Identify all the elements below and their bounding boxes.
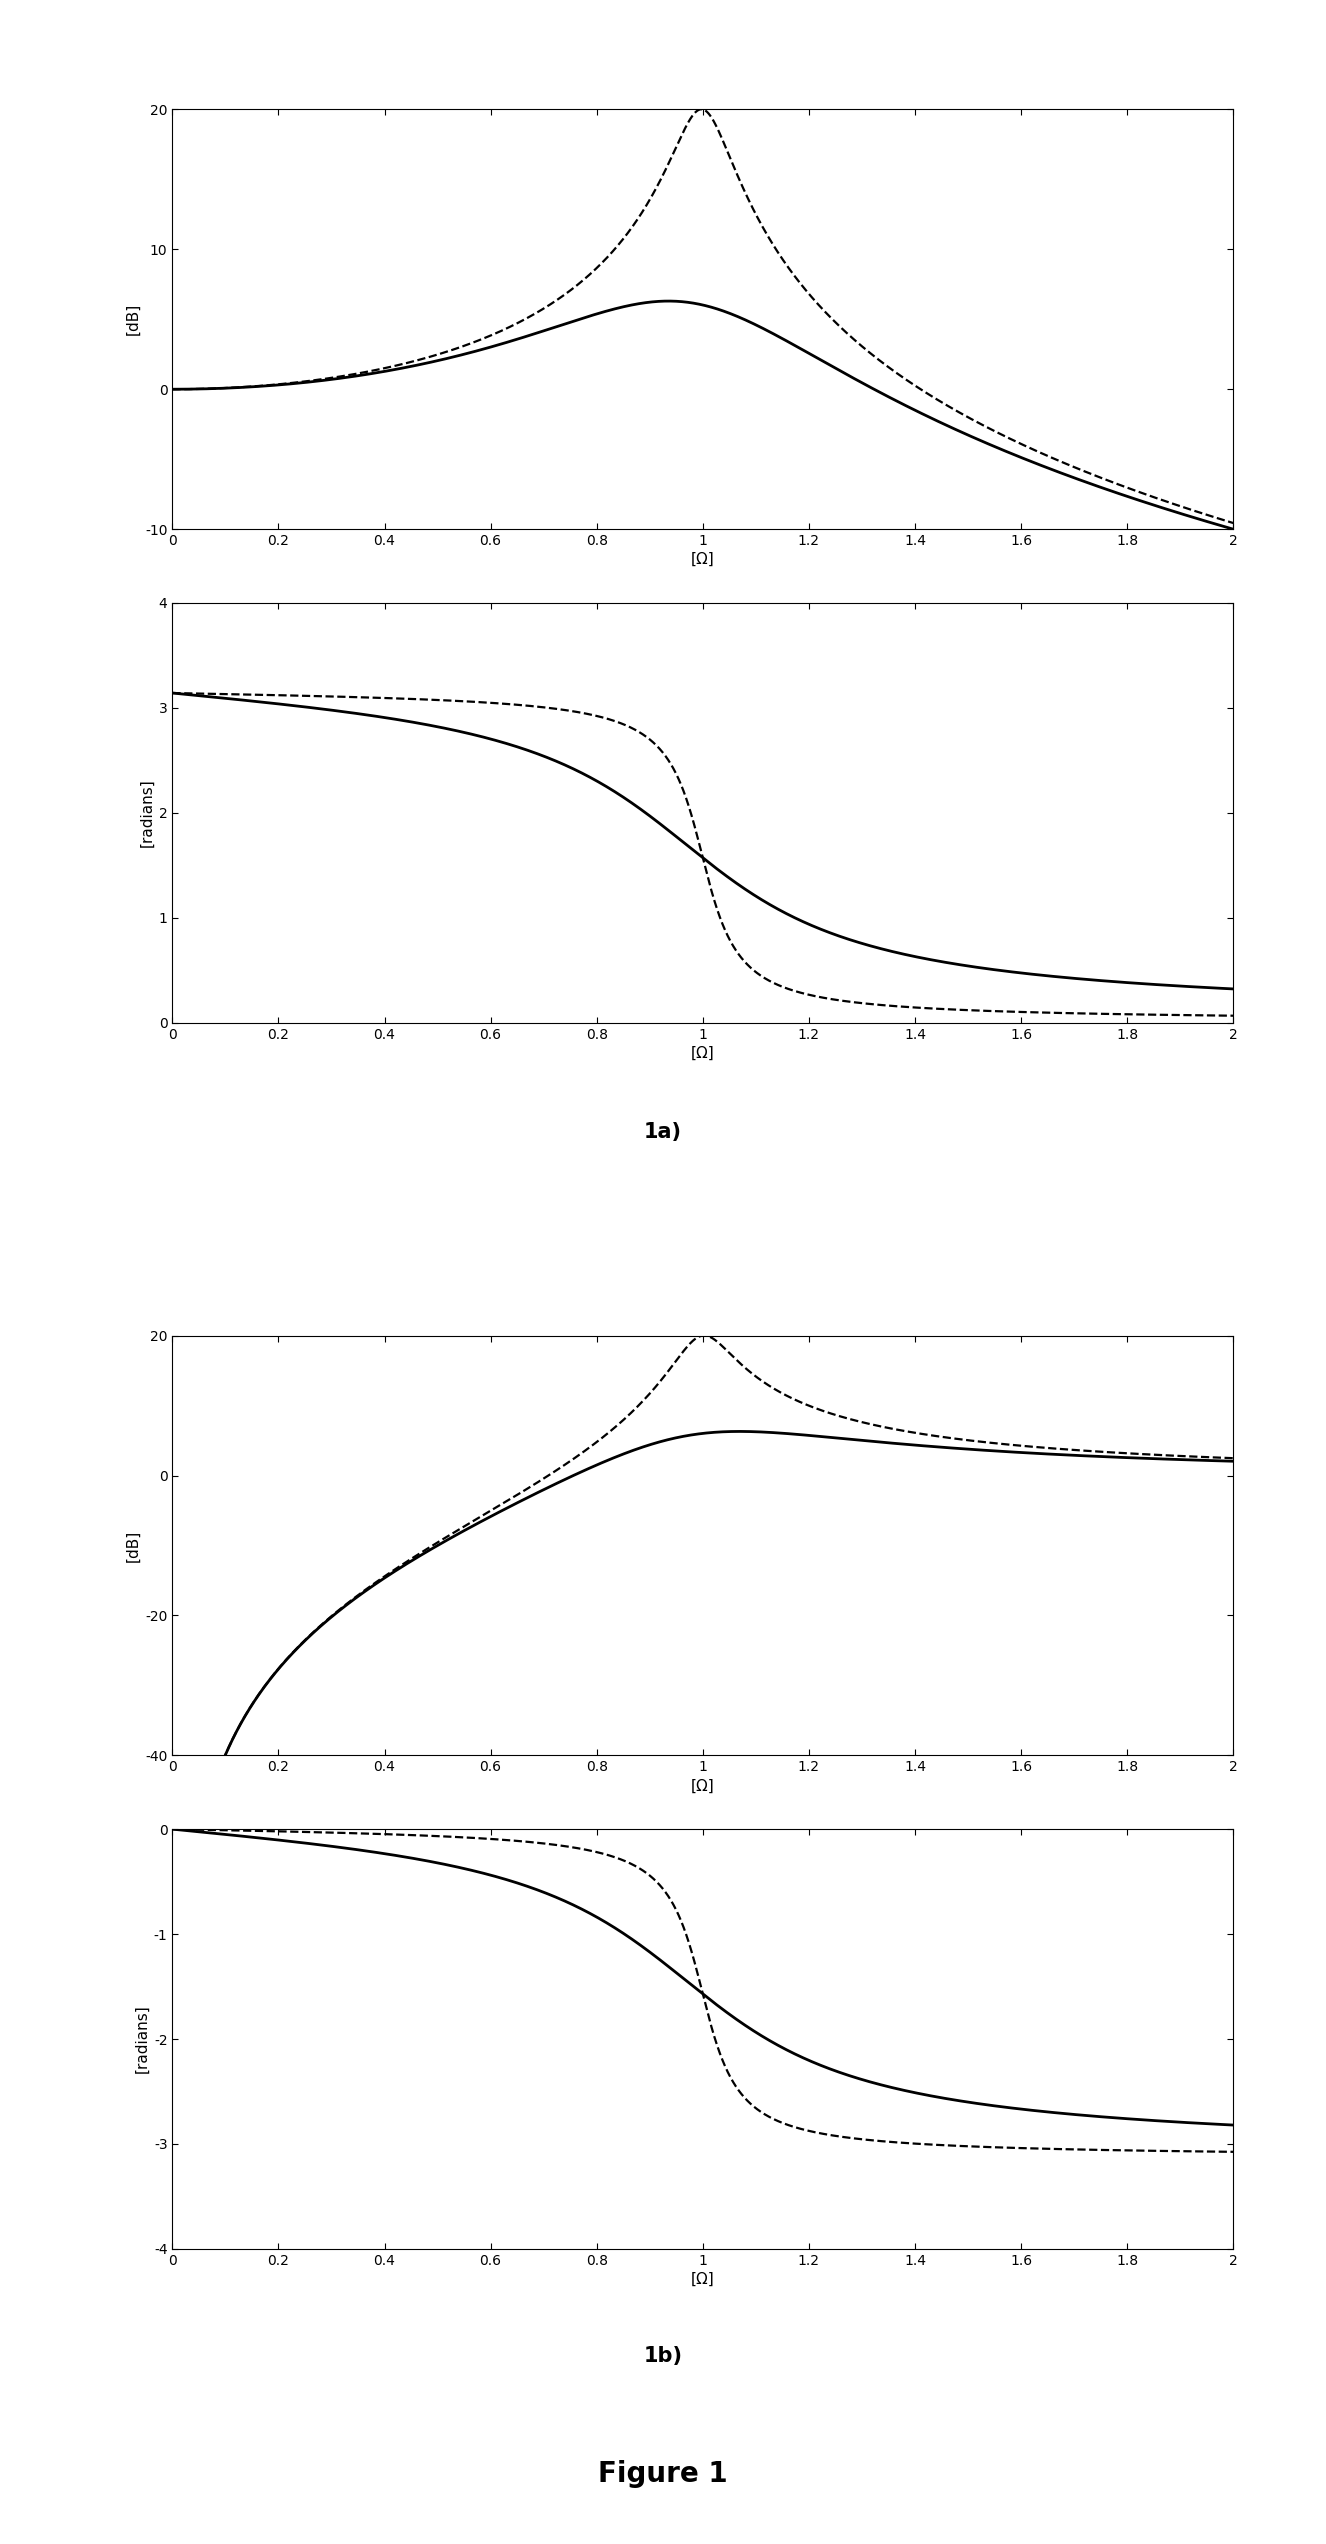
Text: 1a): 1a) (644, 1122, 682, 1142)
Y-axis label: [dB]: [dB] (126, 303, 141, 336)
X-axis label: [Ω]: [Ω] (691, 552, 715, 567)
X-axis label: [Ω]: [Ω] (691, 1778, 715, 1794)
Text: Figure 1: Figure 1 (598, 2460, 728, 2488)
X-axis label: [Ω]: [Ω] (691, 2272, 715, 2287)
Y-axis label: [dB]: [dB] (126, 1529, 141, 1562)
X-axis label: [Ω]: [Ω] (691, 1046, 715, 1061)
Y-axis label: [radians]: [radians] (139, 778, 154, 847)
Y-axis label: [radians]: [radians] (135, 2005, 150, 2073)
Text: 1b): 1b) (643, 2346, 683, 2366)
